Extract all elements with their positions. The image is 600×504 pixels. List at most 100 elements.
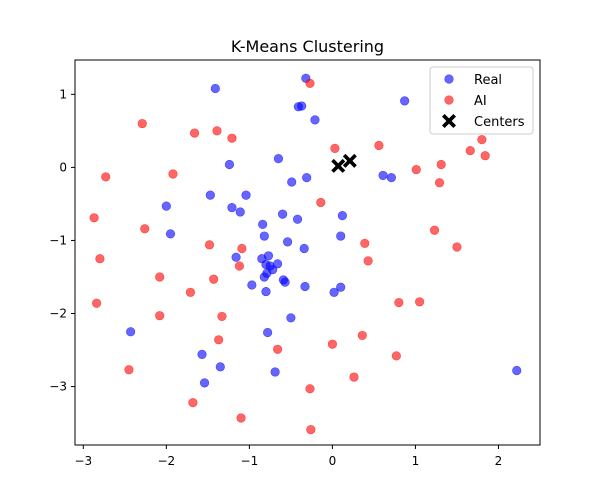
ai-point — [212, 126, 222, 136]
real-point — [282, 237, 293, 247]
ai-point — [316, 197, 326, 208]
x-tick-label: 0 — [329, 454, 337, 468]
real-point — [210, 83, 220, 94]
real-point — [512, 365, 522, 376]
real-point — [300, 281, 310, 292]
real-point — [261, 286, 271, 297]
series-real — [126, 73, 522, 388]
real-point — [224, 159, 235, 170]
legend-label: Centers — [474, 115, 525, 130]
legend-circle-marker — [444, 95, 454, 105]
real-point — [329, 287, 339, 297]
axes: −3 −2 −1 0 1 2 1 0 −1 −2 −3 — [49, 87, 502, 468]
real-point — [378, 170, 388, 181]
ai-point — [434, 178, 445, 188]
y-tick-label: −2 — [49, 307, 67, 321]
x-tick-label: −3 — [74, 454, 92, 468]
real-point — [235, 207, 245, 217]
ai-point — [415, 297, 425, 307]
chart-title: K-Means Clustering — [231, 37, 384, 56]
real-point — [273, 259, 283, 269]
real-point — [336, 231, 346, 241]
real-point — [310, 115, 320, 125]
ai-point — [188, 398, 198, 408]
real-point — [197, 349, 207, 360]
real-point — [277, 209, 288, 219]
ai-point — [237, 243, 247, 254]
legend-label: AI — [474, 94, 487, 109]
ai-point — [305, 78, 315, 88]
x-tick-label: −2 — [157, 454, 175, 468]
ai-point — [360, 238, 370, 248]
real-point — [199, 378, 210, 388]
ai-point — [217, 311, 227, 322]
ai-point — [349, 372, 359, 382]
real-point — [231, 252, 241, 262]
ai-point — [155, 272, 165, 282]
cluster-center-mark — [331, 158, 346, 173]
ai-point — [140, 224, 150, 234]
ai-point — [429, 225, 440, 235]
real-point — [247, 280, 257, 290]
ai-point — [236, 413, 246, 423]
x-tick-label: −1 — [241, 454, 259, 468]
legend-item-centers: Centers — [442, 114, 525, 130]
y-tick-label: 1 — [59, 87, 67, 101]
ai-point — [209, 274, 219, 284]
legend-circle-marker — [444, 74, 454, 84]
real-point — [273, 154, 284, 164]
real-point — [336, 282, 346, 292]
ai-point — [357, 330, 367, 341]
real-point — [259, 272, 269, 282]
ai-point — [394, 297, 404, 308]
ai-point — [273, 344, 283, 354]
legend-x-marker — [442, 114, 456, 128]
real-point — [258, 219, 268, 229]
legend-item-ai: AI — [444, 94, 487, 109]
ai-point — [214, 335, 224, 345]
ai-point — [374, 140, 384, 151]
real-point — [292, 214, 303, 224]
ai-point — [391, 351, 401, 361]
real-point — [299, 243, 309, 254]
real-point — [227, 202, 237, 213]
ai-point — [330, 143, 340, 153]
real-point — [286, 313, 296, 323]
ai-point — [234, 261, 245, 271]
real-point — [400, 96, 410, 106]
y-tick-label: 0 — [59, 160, 67, 174]
real-point — [263, 251, 274, 261]
ai-point — [327, 339, 338, 349]
ai-point — [91, 298, 102, 308]
real-point — [287, 177, 297, 187]
ai-point — [363, 256, 373, 266]
ai-point — [101, 172, 111, 182]
plot-marks — [89, 73, 522, 435]
ai-point — [477, 135, 487, 145]
ai-point — [411, 164, 421, 175]
real-point — [161, 201, 171, 211]
ai-point — [155, 311, 165, 321]
ai-point — [480, 151, 490, 161]
legend-item-real: Real — [444, 73, 502, 88]
real-point — [205, 190, 215, 200]
series-ai — [89, 78, 490, 435]
x-tick-label: 1 — [412, 454, 420, 468]
real-point — [263, 327, 273, 338]
ai-point — [306, 425, 316, 435]
cluster-center-mark — [342, 153, 357, 168]
real-point — [293, 102, 303, 112]
real-point — [126, 327, 136, 337]
ai-point — [185, 287, 196, 297]
real-point — [270, 367, 280, 377]
ai-point — [204, 240, 215, 250]
ai-point — [189, 128, 200, 138]
plot-frame — [74, 59, 541, 446]
ai-point — [124, 365, 134, 375]
real-point — [302, 173, 312, 183]
series-centers — [331, 153, 357, 173]
real-point — [386, 173, 396, 183]
real-point — [337, 211, 347, 221]
